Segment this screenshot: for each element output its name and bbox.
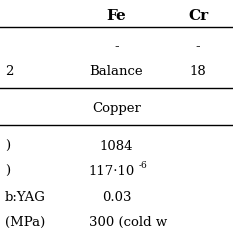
Text: ): ) [5, 140, 10, 153]
Text: 117·10: 117·10 [89, 165, 135, 178]
Text: Copper: Copper [92, 102, 141, 115]
Text: -: - [196, 41, 200, 54]
Text: ): ) [5, 165, 10, 178]
Text: 18: 18 [190, 65, 206, 78]
Text: b:YAG: b:YAG [5, 191, 45, 204]
Text: 300 (cold w: 300 (cold w [89, 216, 167, 229]
Text: (MPa): (MPa) [5, 216, 45, 229]
Text: Balance: Balance [90, 65, 143, 78]
Text: -6: -6 [139, 161, 147, 170]
Text: Cr: Cr [188, 9, 208, 23]
Text: 1084: 1084 [100, 140, 133, 153]
Text: 2: 2 [5, 65, 13, 78]
Text: Fe: Fe [107, 9, 126, 23]
Text: 0.03: 0.03 [102, 191, 131, 204]
Text: -: - [114, 41, 119, 54]
